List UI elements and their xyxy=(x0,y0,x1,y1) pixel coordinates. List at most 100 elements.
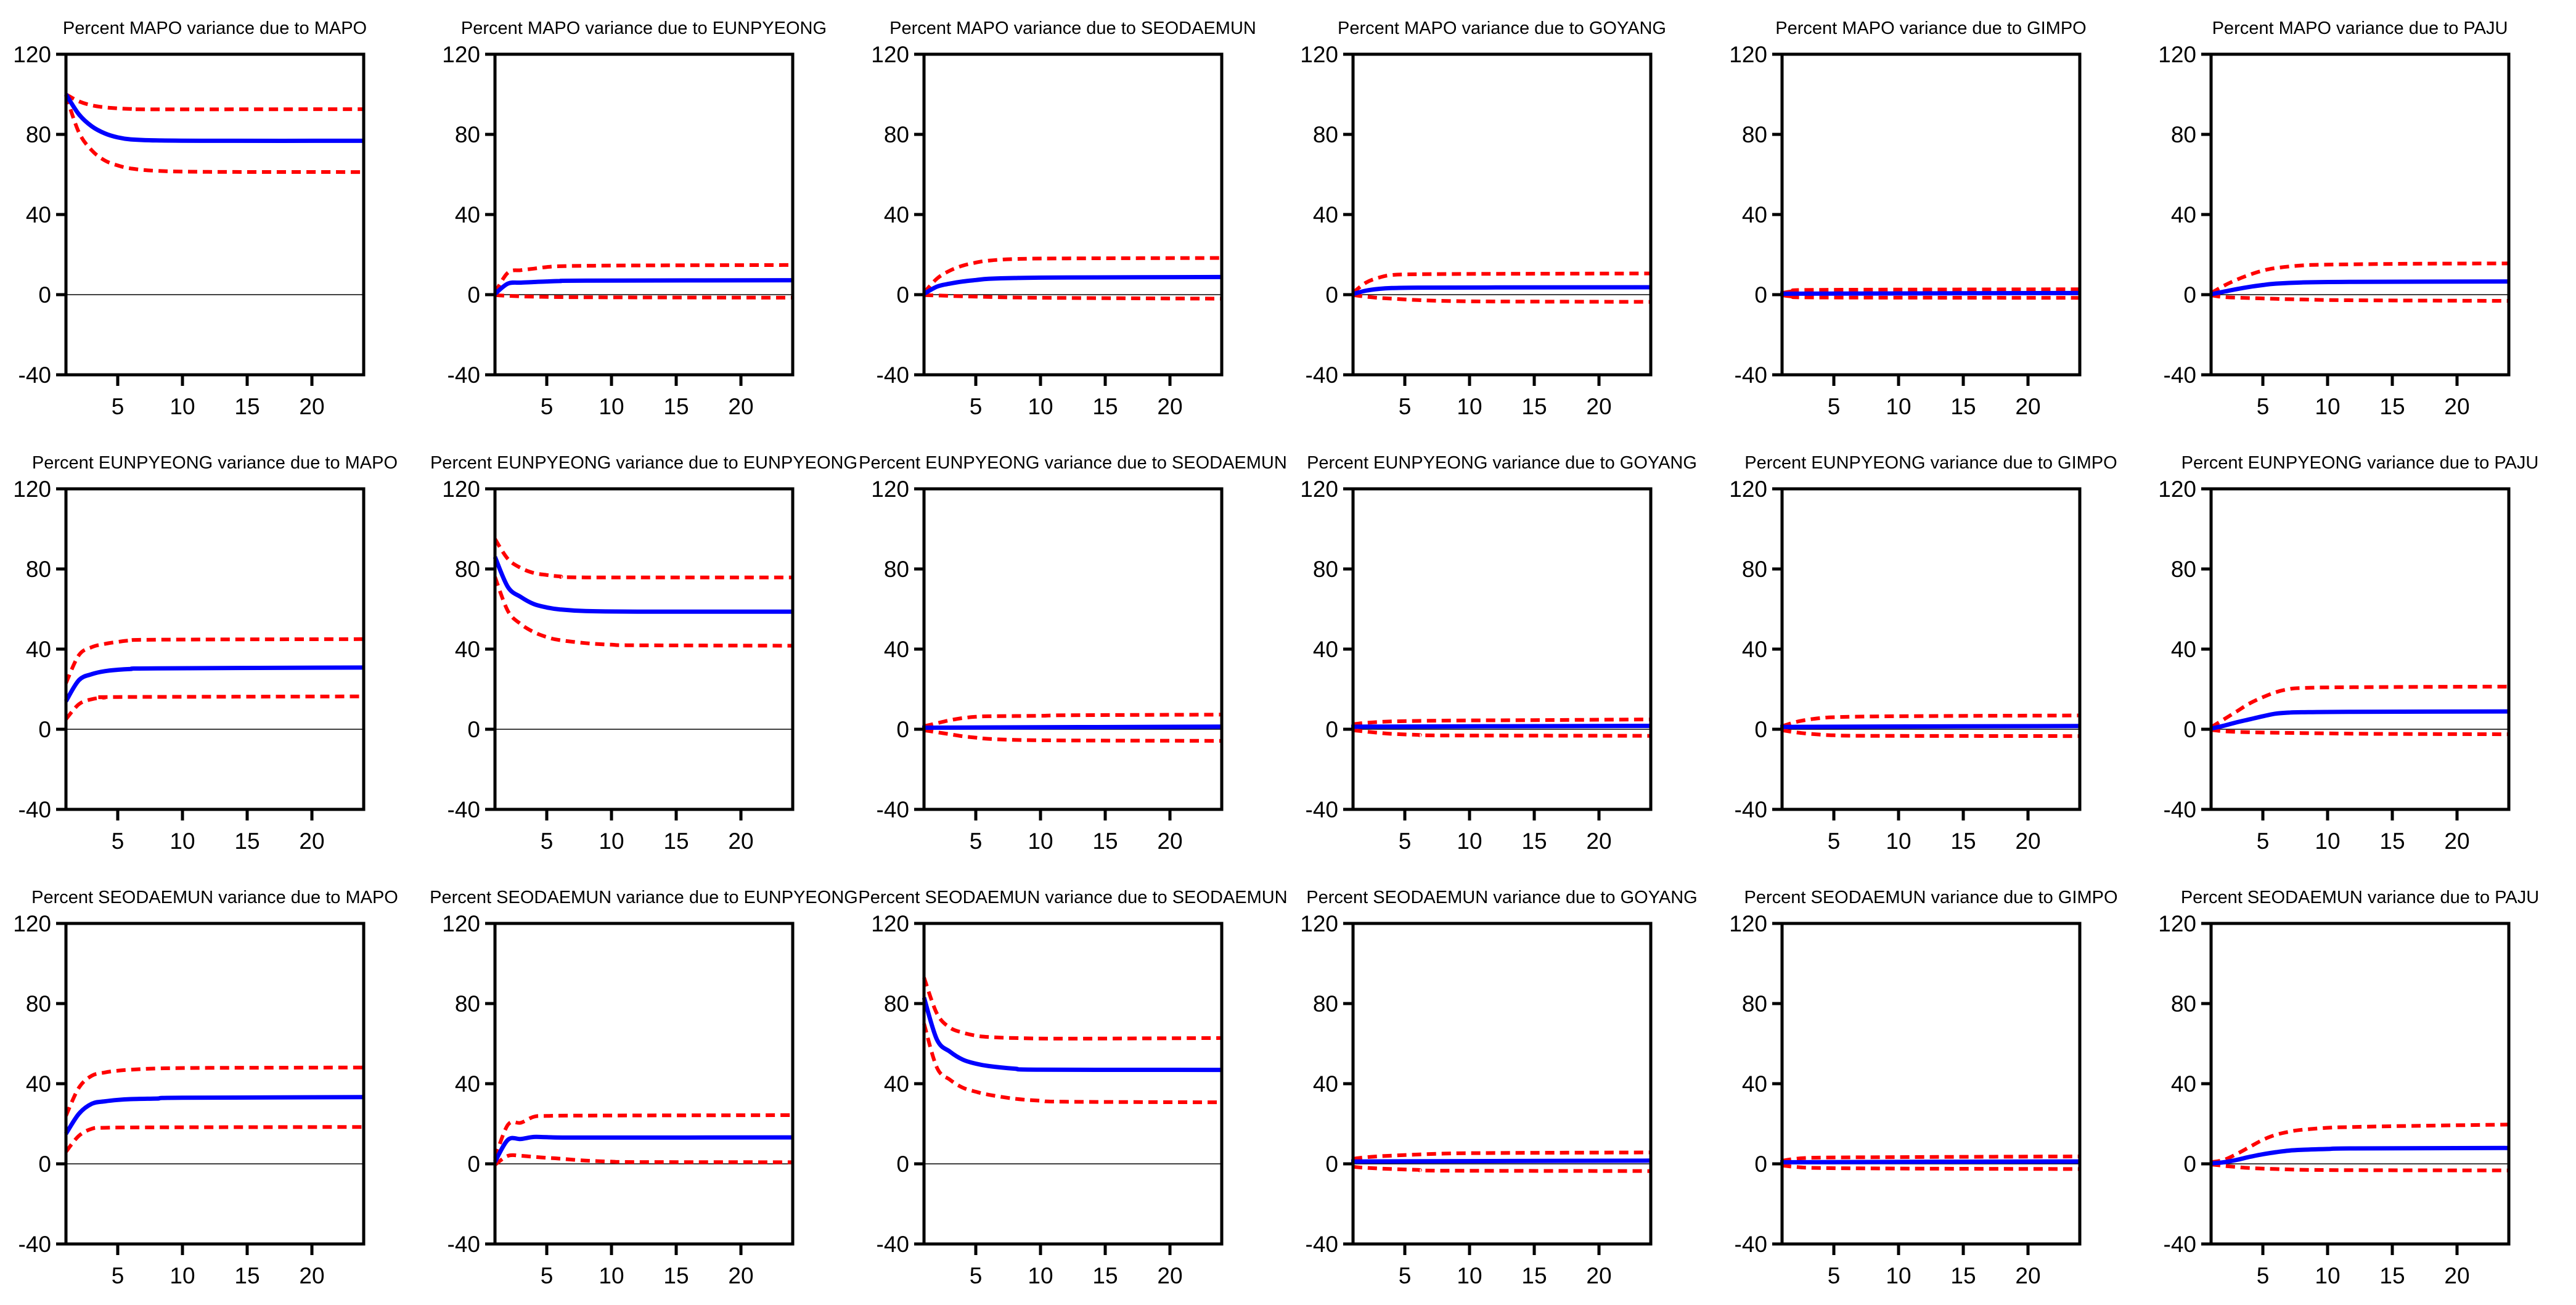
upper-band-line xyxy=(922,976,1222,1041)
plot-frame xyxy=(1351,487,1653,811)
chart-title: Percent MAPO variance due to SEODAEMUN xyxy=(889,18,1256,38)
y-tick-label: 120 xyxy=(13,42,51,67)
mean-line xyxy=(1780,290,2080,297)
plot-frame xyxy=(2209,487,2511,811)
chart-title: Percent MAPO variance due to GOYANG xyxy=(1338,18,1666,38)
variance-decomposition-plot: Percent SEODAEMUN variance due to GIMPO 1… xyxy=(1729,888,2117,1288)
y-tick-label: -40 xyxy=(1735,362,1767,388)
lower-band-line xyxy=(64,1125,364,1153)
mean-line xyxy=(2210,279,2509,297)
upper-band-line xyxy=(64,637,364,684)
y-tick-label: 40 xyxy=(884,1071,909,1097)
x-tick-label: 20 xyxy=(1157,394,1182,419)
lower-band-line xyxy=(2210,293,2509,303)
x-tick-label: 5 xyxy=(970,828,983,854)
mean-line xyxy=(922,997,1222,1073)
y-tick-label: 80 xyxy=(2171,557,2196,582)
y-tick-label: 80 xyxy=(884,557,909,582)
y-tick-label: 80 xyxy=(884,991,909,1017)
upper-band-line xyxy=(1781,1155,2080,1163)
upper-band-line xyxy=(1781,713,2080,728)
x-tick-label: 10 xyxy=(599,828,624,854)
chart-eunpyeong-due-to-seodaemun: Percent EUNPYEONG variance due to SEODAE… xyxy=(858,435,1287,869)
chart-seodaemun-due-to-gimpo: Percent SEODAEMUN variance due to GIMPO 1… xyxy=(1716,869,2145,1304)
x-tick-label: 5 xyxy=(541,394,554,419)
chart-eunpyeong-due-to-paju: Percent EUNPYEONG variance due to PAJU 12… xyxy=(2145,435,2574,869)
x-tick-label: 5 xyxy=(1399,394,1412,419)
x-tick-label: 20 xyxy=(728,394,753,419)
variance-decomposition-plot: Percent EUNPYEONG variance due to GOYANG… xyxy=(1300,453,1697,854)
y-tick-label: 120 xyxy=(1729,477,1767,502)
variance-decomposition-plot: Percent EUNPYEONG variance due to SEODAE… xyxy=(859,453,1287,854)
x-tick-label: 20 xyxy=(2015,394,2040,419)
x-tick-label: 15 xyxy=(1092,394,1118,419)
y-tick-label: 40 xyxy=(1313,637,1338,662)
y-tick-label: 120 xyxy=(1300,477,1338,502)
upper-band-line xyxy=(64,1065,364,1117)
mean-line xyxy=(2210,709,2509,731)
y-tick-label: 0 xyxy=(896,717,909,742)
mean-line xyxy=(64,665,364,703)
x-tick-label: 20 xyxy=(2015,1263,2040,1288)
chart-mapo-due-to-paju: Percent MAPO variance due to PAJU 120 80 40… xyxy=(2145,0,2574,435)
lower-band-line xyxy=(1352,1164,1651,1173)
variance-decomposition-plot: Percent SEODAEMUN variance due to SEODAE… xyxy=(858,888,1287,1288)
y-tick-label: 0 xyxy=(2183,282,2196,308)
plot-frame xyxy=(493,487,795,811)
chart-title: Percent SEODAEMUN variance due to GOYANG xyxy=(1306,888,1697,907)
y-tick-label: 40 xyxy=(1313,202,1338,227)
y-tick-label: -40 xyxy=(448,797,480,822)
chart-title: Percent SEODAEMUN variance due to EUNPYE… xyxy=(430,888,858,907)
x-tick-label: 20 xyxy=(2444,1263,2469,1288)
chart-eunpyeong-due-to-goyang: Percent EUNPYEONG variance due to GOYANG… xyxy=(1287,435,1716,869)
x-tick-label: 10 xyxy=(170,1263,195,1288)
y-tick-label: -40 xyxy=(1306,362,1338,388)
upper-band-line xyxy=(1352,1150,1651,1161)
variance-decomposition-plot: Percent MAPO variance due to GIMPO 120 80 4… xyxy=(1729,18,2086,419)
lower-band-line xyxy=(922,1023,1222,1105)
y-tick-label: 120 xyxy=(871,42,909,67)
y-tick-label: 40 xyxy=(2171,637,2196,662)
x-tick-label: 20 xyxy=(2015,828,2040,854)
x-tick-label: 15 xyxy=(1950,828,1976,854)
y-tick-label: -40 xyxy=(2164,1232,2196,1257)
y-tick-label: 0 xyxy=(1325,1152,1338,1177)
y-tick-label: 40 xyxy=(455,202,480,227)
y-tick-label: 80 xyxy=(455,557,480,582)
y-tick-label: 0 xyxy=(1754,282,1767,308)
upper-band-line xyxy=(922,256,1222,294)
upper-band-line xyxy=(2210,261,2509,295)
plot-frame xyxy=(1780,922,2082,1246)
chart-title: Percent SEODAEMUN variance due to MAPO xyxy=(31,888,398,907)
chart-seodaemun-due-to-mapo: Percent SEODAEMUN variance due to MAPO 12… xyxy=(0,869,429,1304)
plot-frame xyxy=(64,487,366,811)
mean-line xyxy=(1351,1158,1651,1164)
x-tick-label: 20 xyxy=(299,1263,324,1288)
y-tick-label: 0 xyxy=(38,1152,51,1177)
y-tick-label: 0 xyxy=(38,282,51,308)
upper-band-line xyxy=(493,263,793,294)
mean-line xyxy=(922,724,1222,730)
x-tick-label: 5 xyxy=(2257,1263,2270,1288)
y-tick-label: 0 xyxy=(2183,1152,2196,1177)
mean-line xyxy=(1780,1159,2080,1165)
y-tick-label: 0 xyxy=(2183,717,2196,742)
y-tick-label: -40 xyxy=(2164,797,2196,822)
lower-band-line xyxy=(494,1153,793,1167)
x-tick-label: 15 xyxy=(234,1263,260,1288)
variance-decomposition-plot: Percent SEODAEMUN variance due to PAJU 12… xyxy=(2158,888,2539,1288)
lower-band-line xyxy=(494,293,793,300)
y-tick-label: 80 xyxy=(26,991,51,1017)
x-tick-label: 15 xyxy=(1092,828,1118,854)
y-tick-label: -40 xyxy=(448,362,480,388)
lower-band-line xyxy=(1352,293,1651,304)
variance-decomposition-plot: Percent SEODAEMUN variance due to GOYANG… xyxy=(1300,888,1697,1288)
variance-decomposition-plot: Percent MAPO variance due to PAJU 120 80 40… xyxy=(2158,18,2511,419)
upper-band-line xyxy=(493,1113,793,1159)
mean-line xyxy=(493,1134,793,1163)
y-tick-label: 40 xyxy=(26,637,51,662)
upper-band-line xyxy=(2210,684,2509,729)
y-tick-label: 120 xyxy=(442,477,480,502)
upper-band-line xyxy=(493,538,793,579)
